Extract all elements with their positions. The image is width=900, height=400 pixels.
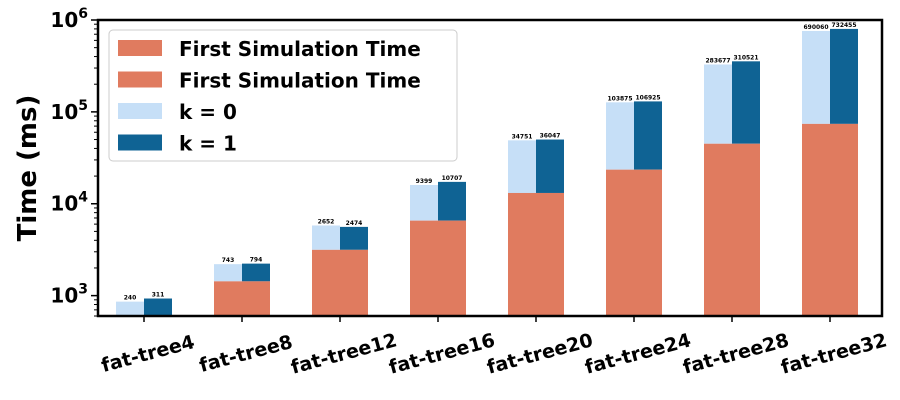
bar-value-label: 106925 <box>635 94 660 101</box>
bar-value-label: 732455 <box>831 22 856 29</box>
bar-first-simulation <box>214 281 270 316</box>
bar-k1 <box>144 298 172 316</box>
legend-box <box>108 29 458 162</box>
bar-value-label: 2652 <box>318 218 335 225</box>
bar-k1 <box>732 61 760 144</box>
y-tick-label: 105 <box>50 98 88 124</box>
x-axis-ticks: fat-tree4 fat-tree8fat-tree12fat-tree16fa… <box>99 316 889 379</box>
legend: First Simulation Time First Simulation Ti… <box>108 29 458 162</box>
bar-value-label: 240 <box>124 295 137 302</box>
bar-k0 <box>116 301 144 316</box>
bar-value-label: 794 <box>250 257 263 264</box>
bars-group <box>116 28 858 317</box>
legend-label: k = 0 <box>179 100 237 124</box>
y-axis-label: Time (ms) <box>13 95 43 242</box>
bar-k1 <box>536 139 564 193</box>
bar-value-label: 36047 <box>540 133 561 140</box>
legend-label: First Simulation Time <box>179 69 421 93</box>
bar-value-label: 34751 <box>512 133 533 140</box>
legend-label: k = 1 <box>179 132 237 156</box>
data-labels-group: 240 311 743 794 2652 2474 9399 10707 34751 36047 1… <box>124 22 857 302</box>
bar-k0 <box>312 225 340 250</box>
bar-k1 <box>340 226 368 250</box>
bar-first-simulation <box>410 220 466 316</box>
bar-first-simulation <box>606 169 662 316</box>
legend-swatch <box>118 134 162 151</box>
y-tick-label: 104 <box>50 190 88 216</box>
bar-k1 <box>242 263 270 282</box>
y-tick-label: 106 <box>50 6 88 32</box>
bar-first-simulation <box>704 143 760 316</box>
bar-value-label: 2474 <box>346 220 363 227</box>
x-tick-label: fat-tree12 <box>289 329 400 378</box>
x-tick-label: fat-tree16 <box>387 329 498 378</box>
bar-k0 <box>410 184 438 221</box>
bar-value-label: 310521 <box>733 54 758 61</box>
bar-first-simulation <box>802 123 858 317</box>
bar-k0 <box>508 140 536 193</box>
bar-k0 <box>704 64 732 144</box>
bar-value-label: 283677 <box>705 57 730 64</box>
bar-k0 <box>802 30 830 124</box>
legend-swatch <box>118 103 162 119</box>
x-tick-label: fat-tree24 <box>583 329 694 378</box>
bar-value-label: 103875 <box>607 95 632 102</box>
bar-value-label: 10707 <box>442 175 463 182</box>
y-tick-label: 103 <box>50 282 88 308</box>
x-tick-label: fat-tree28 <box>681 329 792 378</box>
bar-first-simulation <box>508 192 564 316</box>
x-tick-label: fat-tree4 <box>99 331 197 377</box>
y-axis-ticks: 103 104 105 106 <box>50 6 98 317</box>
bar-value-label: 311 <box>152 292 165 299</box>
legend-label: First Simulation Time <box>179 37 421 61</box>
bar-value-label: 690060 <box>803 24 828 31</box>
x-tick-label: fat-tree20 <box>485 329 596 378</box>
plot-frame <box>96 18 884 318</box>
bar-k1 <box>438 181 466 221</box>
legend-swatch <box>118 71 162 88</box>
x-tick-label: fat-tree8 <box>197 331 295 377</box>
bar-first-simulation <box>312 249 368 316</box>
bar-k1 <box>634 101 662 170</box>
x-tick-label: fat-tree32 <box>779 329 890 378</box>
legend-swatch <box>118 40 162 56</box>
bar-value-label: 743 <box>222 257 235 264</box>
bar-k0 <box>606 102 634 170</box>
bar-k1 <box>830 28 858 124</box>
bar-k0 <box>214 264 242 282</box>
bar-value-label: 9399 <box>416 178 433 185</box>
